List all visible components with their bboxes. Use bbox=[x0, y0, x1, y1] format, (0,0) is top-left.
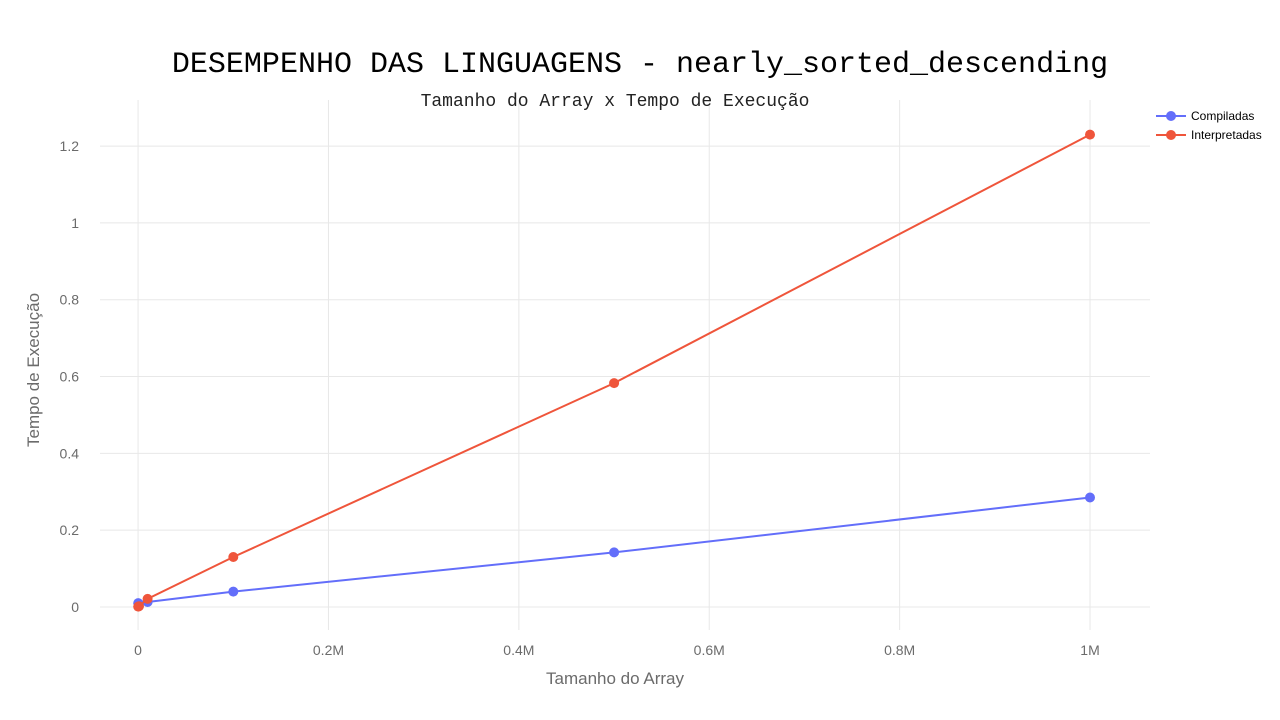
data-point[interactable] bbox=[134, 601, 144, 612]
x-axis-label: Tamanho do Array bbox=[546, 669, 684, 688]
data-point[interactable] bbox=[1085, 492, 1095, 503]
legend: Compiladas Interpretadas bbox=[1156, 109, 1262, 142]
x-tick-label: 0.6M bbox=[694, 642, 725, 658]
legend-item-compiladas[interactable]: Compiladas bbox=[1156, 109, 1254, 123]
data-point[interactable] bbox=[142, 593, 153, 604]
data-point[interactable] bbox=[228, 586, 239, 597]
axis-ticks: 0 0.2 0.4 0.6 0.8 1 1.2 0 0.2M 0.4M 0.6M 0.8M 1M bbox=[60, 138, 1100, 658]
legend-marker-compiladas bbox=[1166, 111, 1176, 121]
data-point[interactable] bbox=[228, 552, 239, 562]
legend-marker-interpretadas bbox=[1166, 130, 1176, 140]
legend-label-compiladas: Compiladas bbox=[1191, 109, 1254, 123]
chart-subtitle: Tamanho do Array x Tempo de Execução bbox=[421, 92, 810, 112]
data-point[interactable] bbox=[609, 547, 620, 558]
legend-item-interpretadas[interactable]: Interpretadas bbox=[1156, 128, 1262, 142]
series-line-interpretadas bbox=[137, 133, 1091, 608]
series-compiladas bbox=[133, 492, 1095, 609]
data-point[interactable] bbox=[1085, 129, 1095, 140]
plot-area bbox=[133, 129, 1095, 612]
y-tick-label: 1 bbox=[71, 215, 79, 231]
data-point[interactable] bbox=[609, 378, 620, 389]
y-tick-label: 1.2 bbox=[60, 138, 80, 154]
series-interpretadas bbox=[133, 129, 1095, 612]
grid bbox=[100, 100, 1150, 630]
y-tick-label: 0 bbox=[71, 599, 79, 615]
x-tick-label: 0 bbox=[134, 642, 142, 658]
x-tick-label: 1M bbox=[1080, 642, 1099, 658]
chart-title: DESEMPENHO DAS LINGUAGENS - nearly_sorte… bbox=[172, 48, 1108, 82]
x-tick-label: 0.2M bbox=[313, 642, 344, 658]
y-axis-label: Tempo de Execução bbox=[24, 293, 43, 447]
legend-label-interpretadas: Interpretadas bbox=[1191, 128, 1262, 142]
y-tick-label: 0.2 bbox=[60, 522, 80, 538]
y-tick-label: 0.8 bbox=[60, 292, 80, 308]
x-tick-label: 0.8M bbox=[884, 642, 915, 658]
y-tick-label: 0.6 bbox=[60, 369, 80, 385]
y-tick-label: 0.4 bbox=[60, 445, 80, 461]
x-tick-label: 0.4M bbox=[503, 642, 534, 658]
